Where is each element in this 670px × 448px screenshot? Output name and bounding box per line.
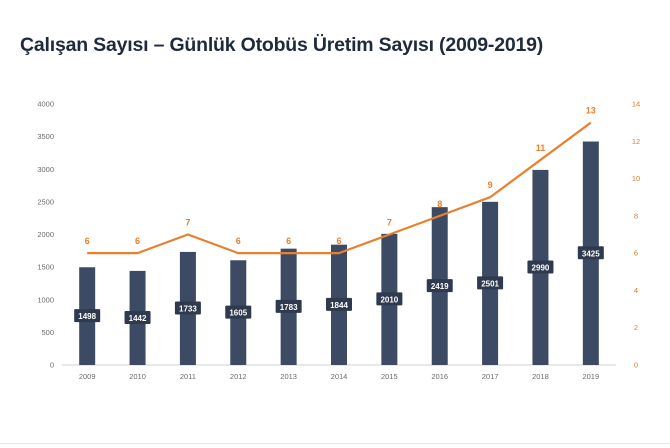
y2-tick-label: 10 — [632, 174, 640, 183]
y2-tick-label: 4 — [634, 286, 638, 295]
bar-data-label-box — [477, 276, 504, 290]
bar-data-label-box — [74, 309, 101, 323]
line-data-label: 9 — [488, 180, 493, 190]
y2-tick-label: 8 — [634, 211, 638, 220]
x-tick-label: 2015 — [381, 372, 398, 381]
y2-tick-label: 6 — [634, 249, 638, 258]
y-tick-label: 500 — [41, 328, 54, 337]
bar-data-label: 1498 — [78, 312, 96, 321]
line-data-label: 7 — [185, 218, 190, 228]
bar-data-label-box — [426, 279, 453, 293]
bar-data-label-box — [174, 301, 201, 315]
line-data-label: 8 — [437, 199, 442, 209]
bar-data-label: 1442 — [129, 314, 147, 323]
page-title: Çalışan Sayısı – Günlük Otobüs Üretim Sa… — [20, 34, 544, 56]
x-tick-label: 2011 — [180, 372, 196, 381]
line-data-label: 6 — [85, 236, 90, 246]
x-tick-label: 2013 — [280, 372, 297, 381]
bar-data-label-box — [124, 310, 151, 324]
bar-data-label-box — [275, 299, 302, 313]
x-tick-label: 2017 — [482, 372, 499, 381]
line-data-label: 6 — [135, 236, 140, 246]
line-data-label: 6 — [336, 236, 341, 246]
line-data-label: 6 — [236, 236, 241, 246]
bar-data-label: 1605 — [229, 309, 247, 318]
y2-tick-label: 12 — [632, 137, 640, 146]
bar-data-label: 2501 — [481, 279, 499, 288]
bar-data-label-box — [376, 292, 403, 306]
bar-data-label: 2010 — [380, 295, 398, 304]
divider — [0, 443, 670, 444]
y-tick-label: 2500 — [37, 197, 54, 206]
y-tick-label: 1000 — [37, 295, 54, 304]
bar-data-label: 2419 — [431, 282, 449, 291]
bar-data-label-box — [577, 246, 604, 260]
x-tick-label: 2016 — [431, 372, 448, 381]
y-tick-label: 0 — [50, 361, 54, 370]
line-data-label: 6 — [286, 236, 291, 246]
bar-data-label: 1844 — [330, 301, 348, 310]
bar-data-label-box — [225, 305, 252, 319]
line-data-label: 7 — [387, 218, 392, 228]
bar-data-label: 1783 — [280, 303, 298, 312]
y2-tick-label: 2 — [634, 323, 638, 332]
y2-tick-label: 0 — [634, 361, 638, 370]
bar-data-label: 2990 — [532, 263, 550, 272]
y-tick-label: 1500 — [37, 263, 54, 272]
y-tick-label: 3500 — [37, 132, 54, 141]
bar-data-label-box — [326, 297, 352, 311]
line-series — [87, 121, 592, 255]
bar-data-label-box — [527, 260, 554, 274]
x-tick-label: 2010 — [129, 372, 146, 381]
bar-data-label: 1733 — [179, 304, 197, 313]
bar-data-label: 3425 — [582, 249, 600, 258]
x-tick-label: 2019 — [582, 372, 599, 381]
y2-tick-label: 14 — [632, 100, 640, 109]
x-tick-label: 2009 — [79, 372, 96, 381]
y-tick-label: 2000 — [37, 230, 54, 239]
x-tick-label: 2012 — [230, 372, 247, 381]
x-tick-label: 2018 — [532, 372, 549, 381]
y-tick-label: 4000 — [37, 100, 54, 109]
line-data-label: 13 — [586, 106, 596, 116]
x-tick-label: 2014 — [331, 372, 348, 381]
y-tick-label: 3000 — [37, 165, 54, 174]
line-data-label: 11 — [536, 143, 546, 153]
